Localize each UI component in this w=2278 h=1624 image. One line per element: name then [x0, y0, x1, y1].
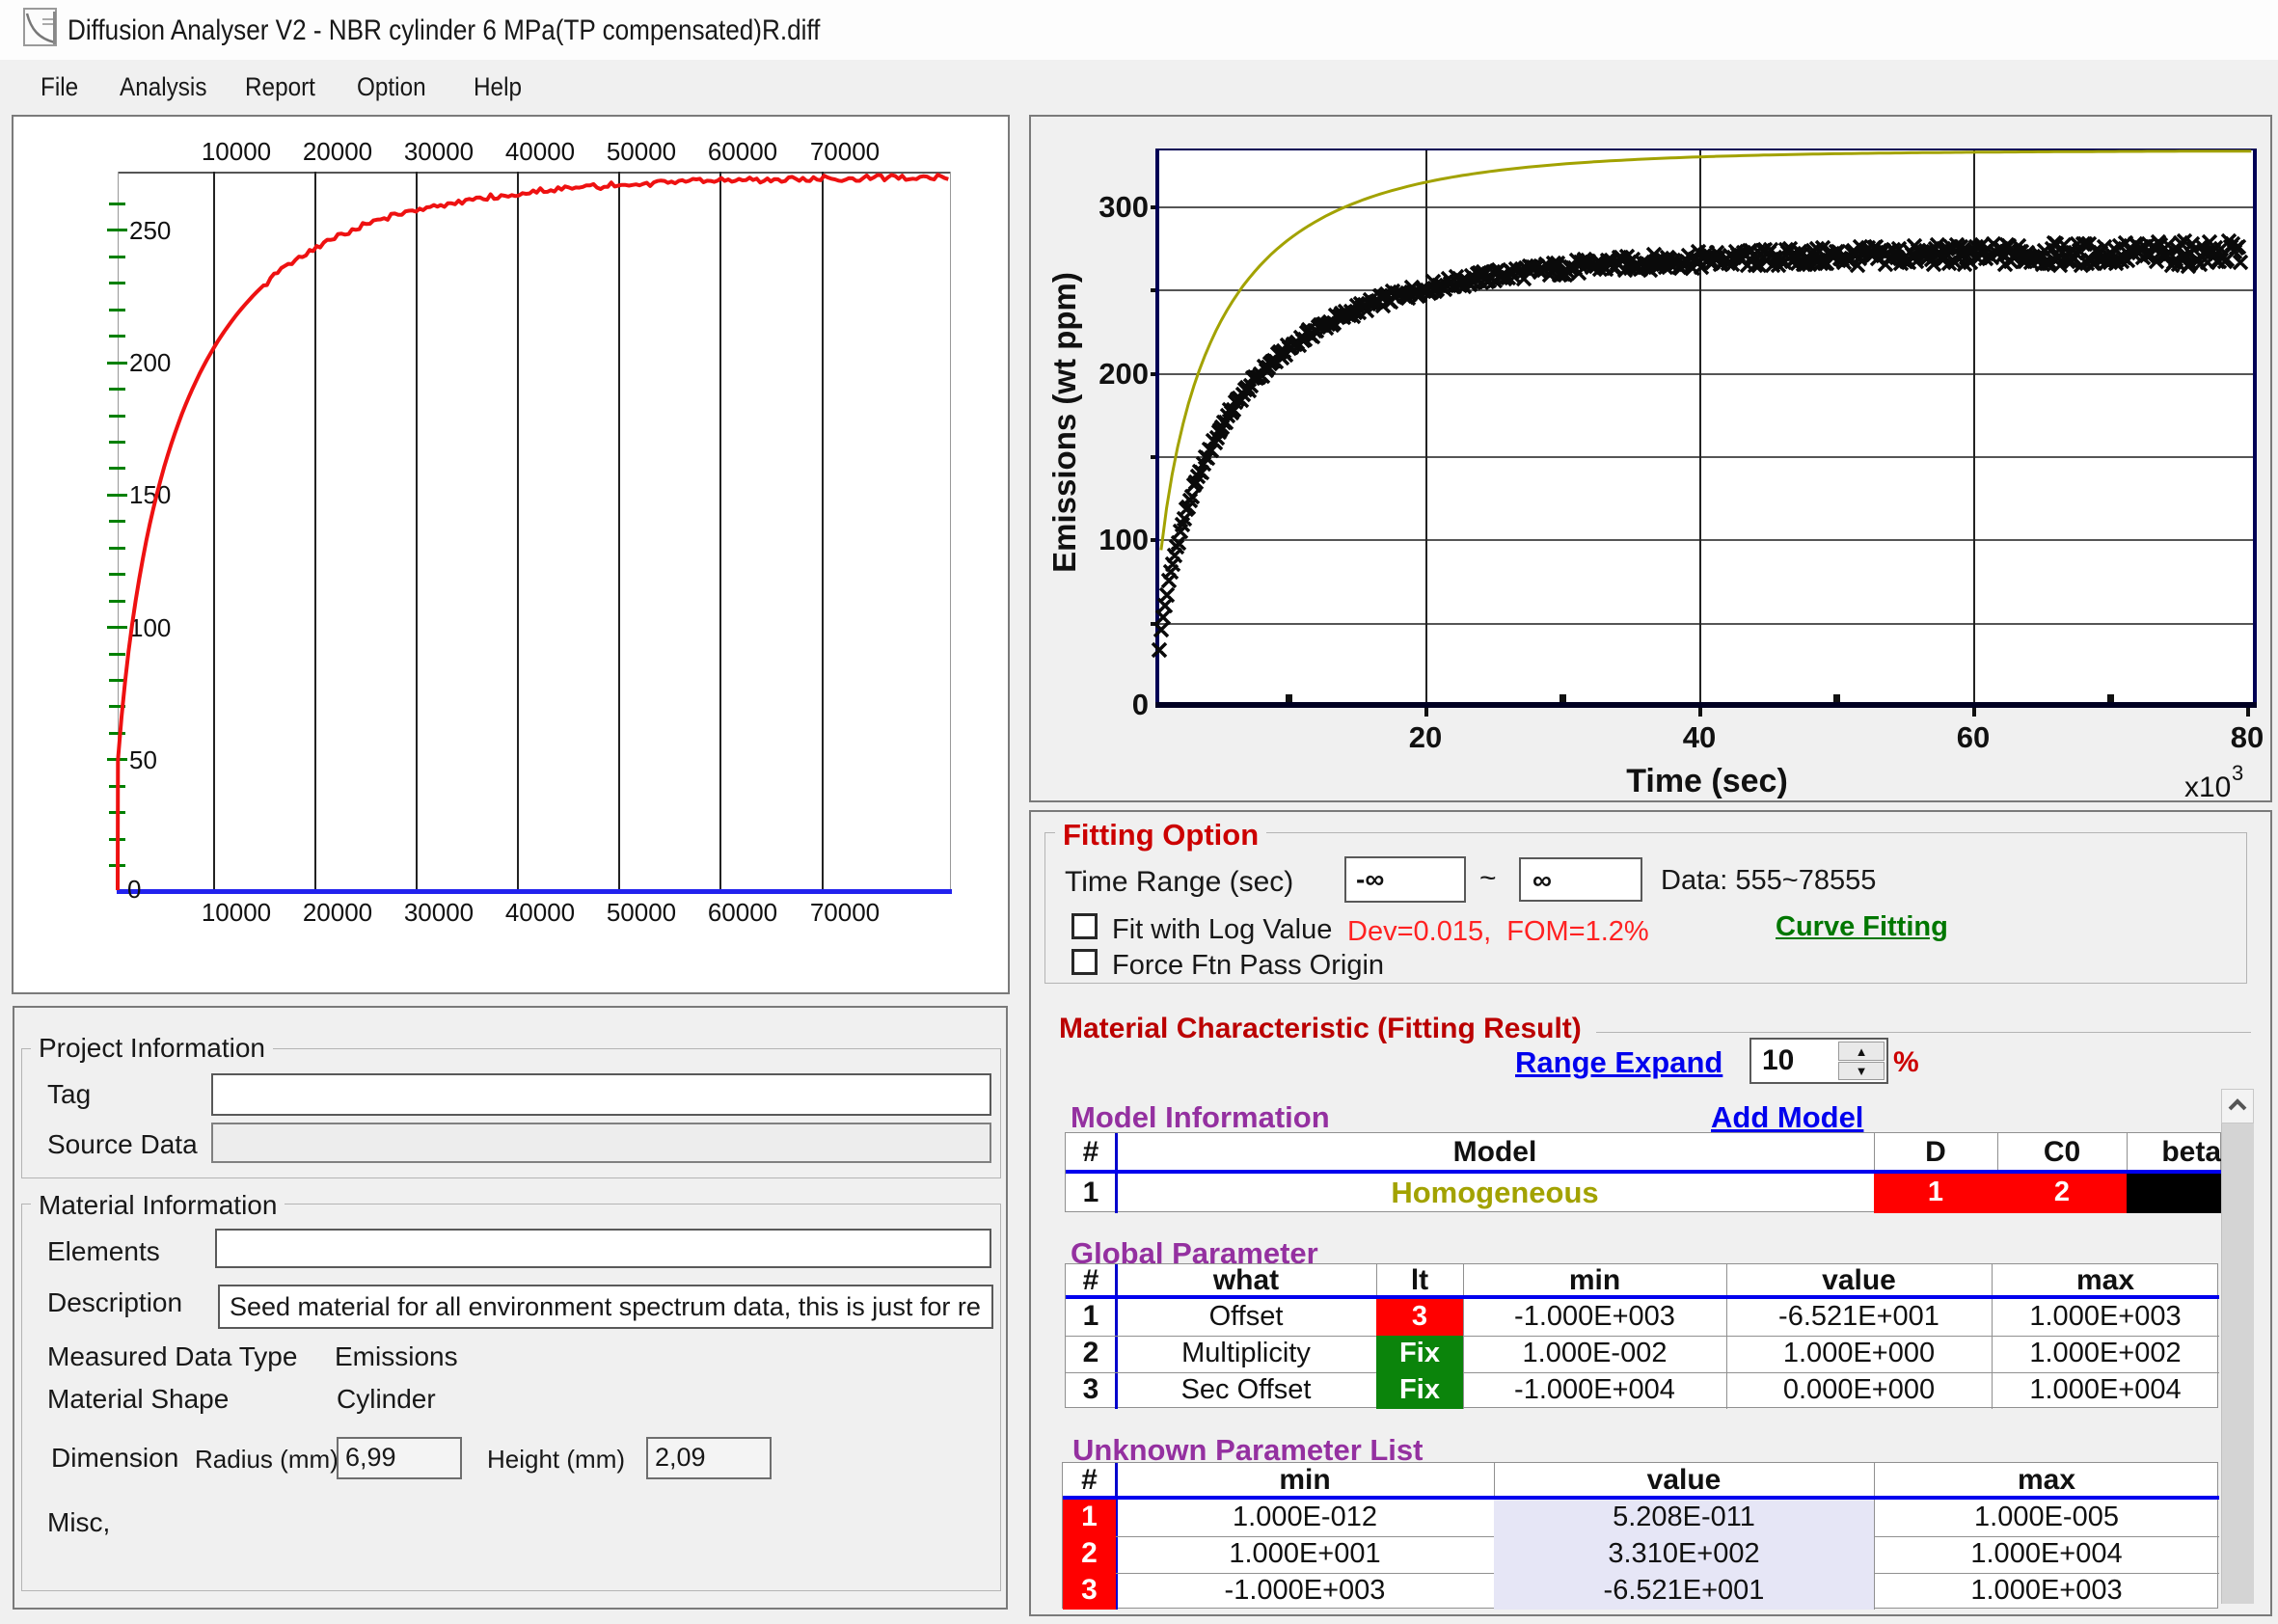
svg-text:x10: x10: [2184, 771, 2231, 800]
svg-text:Emissions (wt ppm): Emissions (wt ppm): [1046, 272, 1082, 573]
svg-text:10000: 10000: [202, 898, 271, 927]
svg-text:70000: 70000: [810, 898, 880, 927]
svg-text:100: 100: [1098, 523, 1149, 556]
svg-text:50: 50: [129, 745, 157, 774]
svg-text:20: 20: [1409, 720, 1442, 754]
svg-text:50000: 50000: [607, 137, 676, 166]
svg-text:20000: 20000: [303, 898, 372, 927]
svg-text:3: 3: [2232, 761, 2243, 785]
svg-text:150: 150: [129, 480, 171, 509]
svg-text:250: 250: [129, 216, 171, 245]
svg-text:300: 300: [1098, 190, 1149, 224]
svg-text:50000: 50000: [607, 898, 676, 927]
svg-text:60000: 60000: [708, 137, 777, 166]
svg-text:80: 80: [2231, 720, 2264, 754]
svg-text:40000: 40000: [505, 137, 575, 166]
svg-text:30000: 30000: [404, 137, 474, 166]
svg-text:0: 0: [127, 875, 141, 904]
svg-text:70000: 70000: [810, 137, 880, 166]
svg-text:200: 200: [129, 348, 171, 377]
svg-text:Time (sec): Time (sec): [1626, 763, 1788, 799]
svg-text:60000: 60000: [708, 898, 777, 927]
svg-text:0: 0: [1132, 688, 1149, 721]
svg-text:60: 60: [1957, 720, 1990, 754]
svg-text:10000: 10000: [202, 137, 271, 166]
svg-text:200: 200: [1098, 357, 1149, 391]
svg-text:30000: 30000: [404, 898, 474, 927]
svg-text:40: 40: [1683, 720, 1716, 754]
svg-text:20000: 20000: [303, 137, 372, 166]
svg-text:40000: 40000: [505, 898, 575, 927]
svg-text:100: 100: [129, 613, 171, 642]
